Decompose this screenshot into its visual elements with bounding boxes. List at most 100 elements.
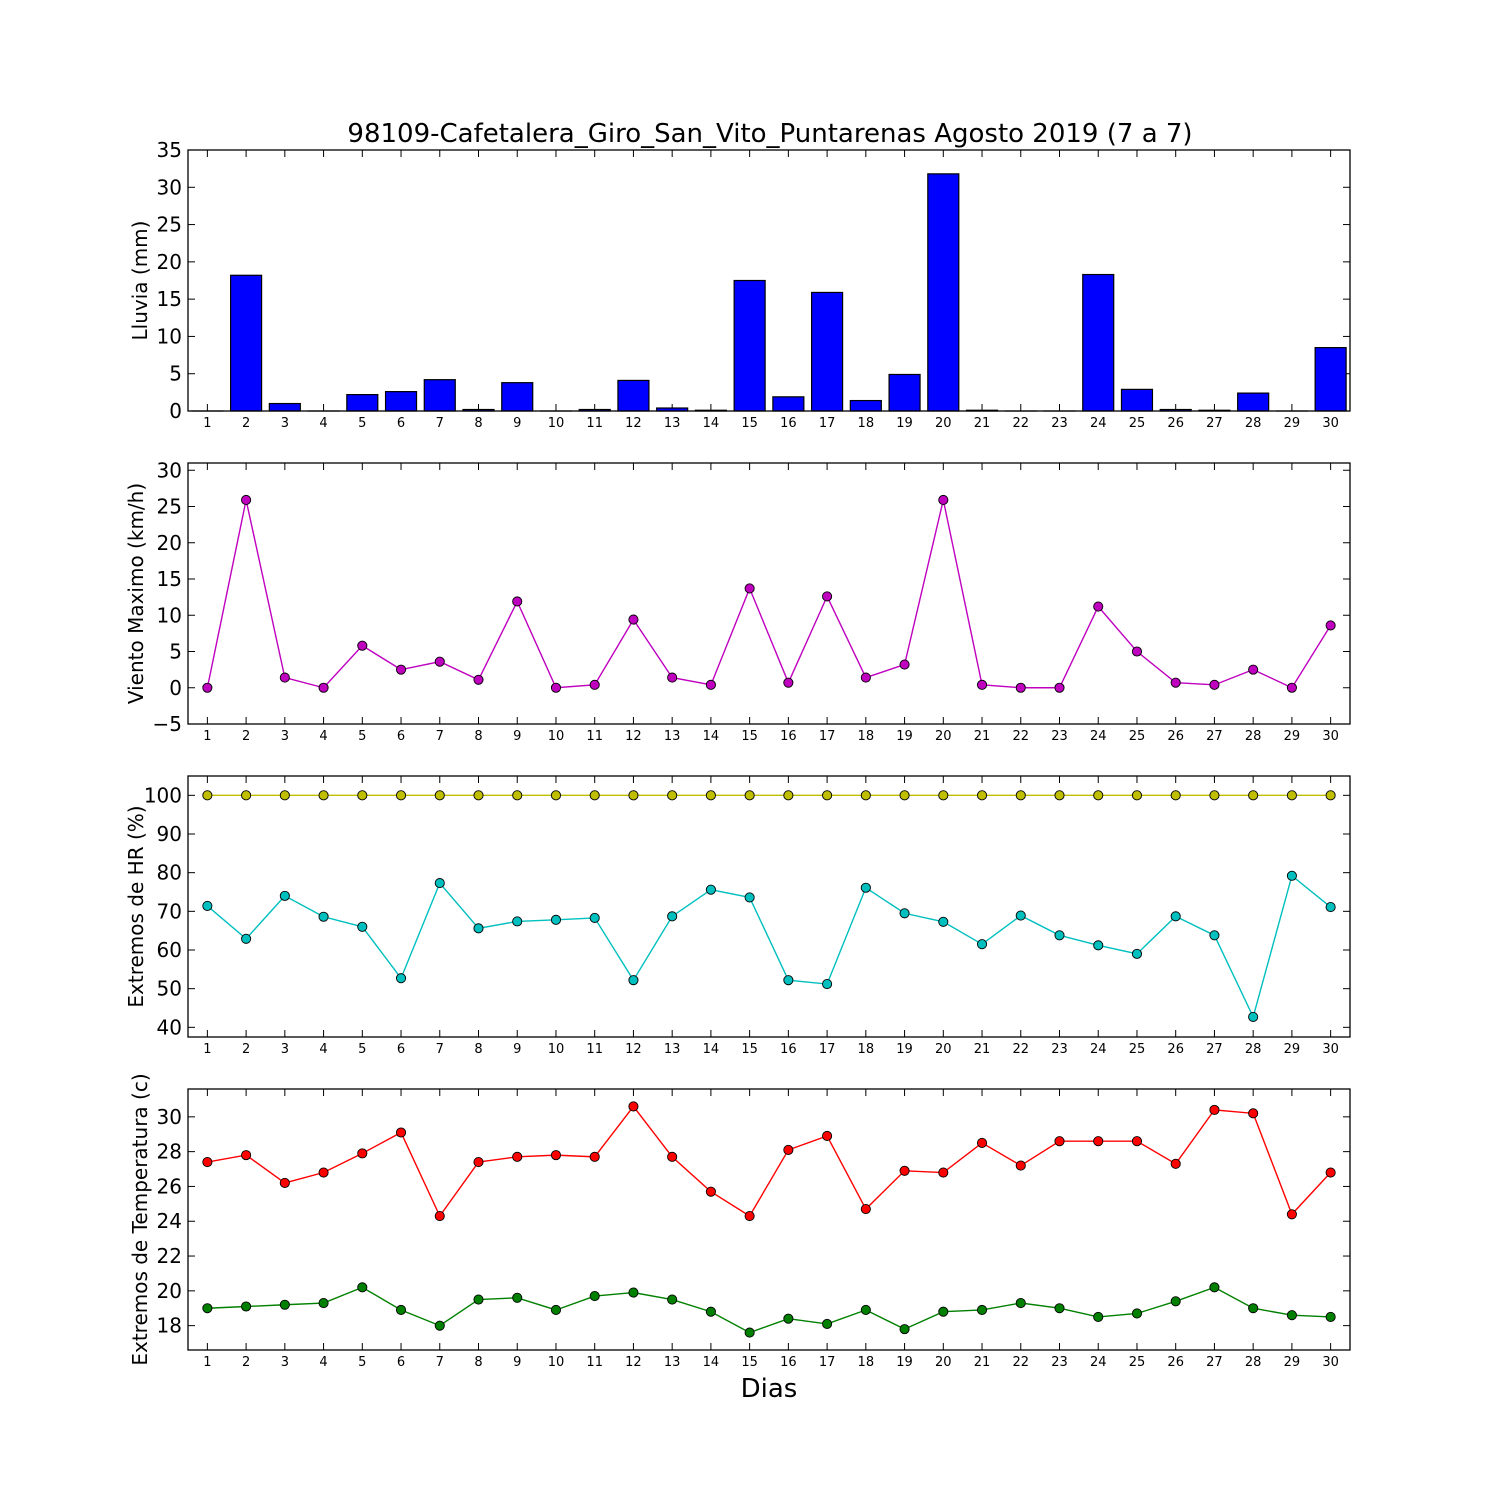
temperature-series-0-point [938, 1167, 949, 1178]
temperature-series-0-point [628, 1101, 639, 1112]
temperature-series-0-point [822, 1130, 833, 1142]
humidity-ytick-label: 40 [157, 1015, 182, 1039]
temperature-ytick-label: 20 [157, 1279, 182, 1303]
rain-xtick-label: 1 [203, 416, 211, 431]
rain-bar [927, 173, 960, 412]
wind-xtick-label: 24 [1090, 729, 1107, 744]
rain-bar [423, 379, 456, 412]
temperature-xtick-label: 12 [625, 1355, 642, 1370]
humidity-xtick-label: 19 [896, 1042, 913, 1057]
humidity-ytick-label: 90 [157, 822, 182, 846]
humidity-series-0-point [899, 790, 910, 801]
humidity-series-1-point [899, 908, 910, 919]
humidity-xtick-label: 21 [974, 1042, 991, 1057]
temperature-series-0-line [207, 1105, 1332, 1218]
temperature-ytick-label: 28 [157, 1140, 182, 1164]
wind-xtick-label: 6 [397, 729, 405, 744]
humidity-xtick-label: 29 [1284, 1042, 1301, 1057]
humidity-series-0-point [1325, 790, 1336, 801]
rain-ytick-label: 35 [157, 138, 182, 162]
humidity-xtick-label: 10 [548, 1042, 565, 1057]
rain-xtick-label: 11 [586, 416, 603, 431]
wind-xtick-label: 26 [1167, 729, 1184, 744]
humidity-series-0-point [628, 790, 639, 801]
temperature-xtick-label: 25 [1129, 1355, 1146, 1370]
humidity-series-1-point [1015, 910, 1026, 921]
humidity-series-1-point [1170, 911, 1181, 922]
humidity-xtick-label: 13 [664, 1042, 681, 1057]
temperature-ytick-label: 26 [157, 1174, 182, 1198]
rain-bar [1120, 388, 1154, 412]
temperature-xtick-label: 2 [242, 1355, 250, 1370]
wind-series-0-point [705, 679, 716, 690]
wind-ytick-label: 30 [157, 458, 182, 482]
temperature-series-0-point [241, 1150, 252, 1161]
rain-xtick-label: 3 [281, 416, 289, 431]
temperature-series-0-point [318, 1167, 329, 1178]
rain-frame [187, 149, 1351, 412]
humidity-series-1-point [434, 878, 445, 889]
temperature-series-1-point [1209, 1282, 1220, 1293]
rain-xtick-label: 7 [436, 416, 444, 431]
humidity-xtick-label: 15 [741, 1042, 758, 1057]
humidity-xtick-label: 24 [1090, 1042, 1107, 1057]
wind-xtick-label: 17 [819, 729, 836, 744]
temperature-series-1-point [473, 1294, 484, 1305]
wind-series-0-line [206, 499, 1332, 689]
wind-xtick-label: 4 [319, 729, 327, 744]
wind-xtick-label: 28 [1245, 729, 1262, 744]
humidity-xtick-label: 26 [1167, 1042, 1184, 1057]
temperature-series-0-point [1170, 1158, 1181, 1169]
temperature-series-0-point [1209, 1104, 1220, 1115]
wind-series-0-point [899, 659, 910, 670]
humidity-series-1-point [473, 923, 484, 934]
humidity-series-1-point [318, 911, 329, 922]
rain-xtick-label: 20 [935, 416, 952, 431]
temperature-xtick-label: 30 [1322, 1355, 1339, 1370]
humidity-series-1-point [822, 978, 833, 990]
temperature-series-1-point [434, 1320, 445, 1331]
humidity-xtick-label: 22 [1012, 1042, 1029, 1057]
humidity-series-1-point [202, 900, 213, 911]
humidity-series-0-point [550, 790, 562, 801]
temperature-series-1-point [202, 1303, 213, 1314]
humidity-series-0-point [357, 790, 368, 801]
humidity-ytick-label: 100 [144, 783, 182, 807]
humidity-series-1-point [241, 933, 252, 944]
rain-xtick-label: 23 [1051, 416, 1068, 431]
temperature-series-1-point [550, 1304, 562, 1316]
temperature-series-1-point [1325, 1311, 1336, 1322]
humidity-series-1-point [512, 916, 523, 927]
wind-series-0-point [667, 672, 678, 683]
humidity-series-1-point [357, 921, 368, 932]
wind-xtick-label: 13 [664, 729, 681, 744]
wind-xtick-label: 29 [1284, 729, 1301, 744]
rain-ytick-label: 25 [157, 213, 182, 237]
wind-series-0-point [241, 494, 252, 506]
temperature-xtick-label: 15 [741, 1355, 758, 1370]
temperature-series-1-point [667, 1294, 678, 1305]
temperature-y-axis-label: Extremos de Temperatura (c) [128, 1073, 152, 1365]
temperature-series-1-point [357, 1282, 368, 1293]
rain-ytick-label: 5 [169, 362, 182, 386]
temperature-series-0-point [1286, 1209, 1297, 1220]
humidity-series-0-point [318, 790, 329, 801]
temperature-series-1-point [318, 1297, 329, 1309]
wind-series-0-point [434, 656, 445, 667]
temperature-series-0-point [473, 1157, 484, 1168]
rain-y-axis-label: Lluvia (mm) [128, 221, 152, 341]
humidity-series-0-point [589, 790, 600, 801]
temperature-series-0-point [744, 1210, 755, 1222]
wind-series-0-point [744, 583, 755, 594]
rain-xtick-label: 18 [858, 416, 875, 431]
wind-xtick-label: 9 [513, 729, 521, 744]
humidity-series-1-point [667, 911, 678, 922]
wind-series-0-point [279, 672, 290, 683]
rain-ytick-label: 15 [157, 287, 182, 311]
humidity-xtick-label: 27 [1206, 1042, 1223, 1057]
humidity-series-0-point [1286, 790, 1297, 801]
rain-xtick-label: 8 [474, 416, 482, 431]
